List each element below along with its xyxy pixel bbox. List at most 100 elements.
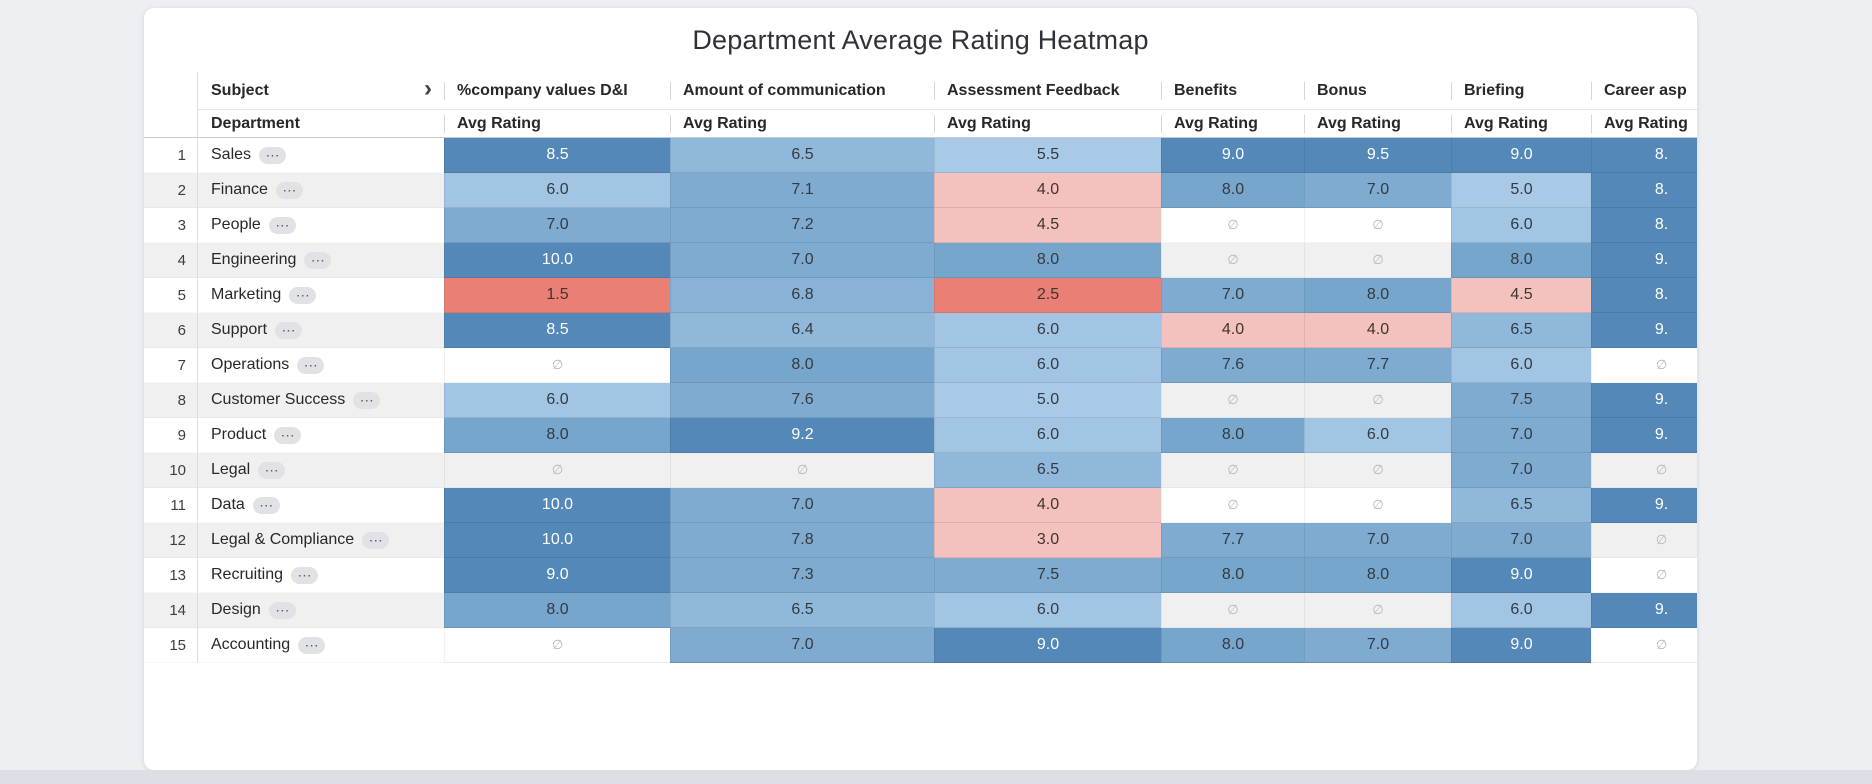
row-number[interactable]: 9 bbox=[144, 418, 197, 453]
row-number[interactable]: 1 bbox=[144, 138, 197, 173]
rating-cell[interactable]: 7.0 bbox=[1304, 523, 1451, 558]
rating-cell[interactable]: 7.0 bbox=[1304, 628, 1451, 663]
row-number[interactable]: 14 bbox=[144, 593, 197, 628]
department-cell[interactable]: Marketing ⋯ bbox=[197, 278, 444, 313]
rating-cell[interactable]: 5.5 bbox=[934, 138, 1161, 173]
rating-cell[interactable]: 8.5 bbox=[444, 313, 670, 348]
rating-cell[interactable]: 6.0 bbox=[1451, 348, 1591, 383]
rating-cell[interactable]: 9. bbox=[1591, 418, 1697, 453]
more-menu-pill[interactable]: ⋯ bbox=[362, 531, 390, 549]
rating-cell[interactable]: 6.8 bbox=[670, 278, 934, 313]
rating-cell[interactable]: 9.0 bbox=[444, 558, 670, 593]
rating-cell[interactable]: 8.0 bbox=[444, 418, 670, 453]
avg-rating-header-2[interactable]: Avg Rating bbox=[934, 110, 1161, 138]
more-menu-pill[interactable]: ⋯ bbox=[304, 251, 332, 269]
department-cell[interactable]: Accounting ⋯ bbox=[197, 628, 444, 663]
rating-cell[interactable]: 7.0 bbox=[1304, 173, 1451, 208]
rating-cell[interactable]: ∅ bbox=[1304, 488, 1451, 523]
department-cell[interactable]: Design ⋯ bbox=[197, 593, 444, 628]
rating-cell[interactable]: 8.0 bbox=[1161, 418, 1304, 453]
rating-cell[interactable]: 7.6 bbox=[1161, 348, 1304, 383]
rating-cell[interactable]: ∅ bbox=[1591, 558, 1697, 593]
row-number[interactable]: 3 bbox=[144, 208, 197, 243]
department-header[interactable]: Department bbox=[144, 110, 444, 138]
rating-cell[interactable]: 4.5 bbox=[934, 208, 1161, 243]
more-menu-pill[interactable]: ⋯ bbox=[291, 566, 319, 584]
rating-cell[interactable]: 6.5 bbox=[1451, 313, 1591, 348]
rating-cell[interactable]: 10.0 bbox=[444, 243, 670, 278]
rating-cell[interactable]: 7.7 bbox=[1304, 348, 1451, 383]
rating-cell[interactable]: 8.0 bbox=[934, 243, 1161, 278]
department-cell[interactable]: Sales ⋯ bbox=[197, 138, 444, 173]
rating-cell[interactable]: 9.0 bbox=[1451, 138, 1591, 173]
row-number[interactable]: 7 bbox=[144, 348, 197, 383]
more-menu-pill[interactable]: ⋯ bbox=[268, 216, 296, 234]
rating-cell[interactable]: ∅ bbox=[1161, 383, 1304, 418]
rating-cell[interactable]: ∅ bbox=[670, 453, 934, 488]
rating-cell[interactable]: 4.0 bbox=[934, 488, 1161, 523]
more-menu-pill[interactable]: ⋯ bbox=[252, 496, 280, 514]
column-header-6[interactable]: Career asp bbox=[1591, 72, 1697, 110]
column-header-3[interactable]: Benefits bbox=[1161, 72, 1304, 110]
rating-cell[interactable]: 7.2 bbox=[670, 208, 934, 243]
rating-cell[interactable]: 3.0 bbox=[934, 523, 1161, 558]
rating-cell[interactable]: 6.0 bbox=[934, 593, 1161, 628]
rating-cell[interactable]: 6.5 bbox=[670, 593, 934, 628]
rating-cell[interactable]: 9. bbox=[1591, 488, 1697, 523]
rating-cell[interactable]: ∅ bbox=[444, 628, 670, 663]
rating-cell[interactable]: ∅ bbox=[1591, 628, 1697, 663]
department-cell[interactable]: Legal & Compliance ⋯ bbox=[197, 523, 444, 558]
department-cell[interactable]: People ⋯ bbox=[197, 208, 444, 243]
rating-cell[interactable]: 6.0 bbox=[1304, 418, 1451, 453]
column-header-5[interactable]: Briefing bbox=[1451, 72, 1591, 110]
rating-cell[interactable]: ∅ bbox=[1161, 488, 1304, 523]
rating-cell[interactable]: 6.5 bbox=[670, 138, 934, 173]
more-menu-pill[interactable]: ⋯ bbox=[275, 321, 303, 339]
rating-cell[interactable]: 2.5 bbox=[934, 278, 1161, 313]
rating-cell[interactable]: 7.5 bbox=[934, 558, 1161, 593]
rating-cell[interactable]: ∅ bbox=[1591, 348, 1697, 383]
rating-cell[interactable]: ∅ bbox=[1161, 208, 1304, 243]
more-menu-pill[interactable]: ⋯ bbox=[289, 286, 317, 304]
rating-cell[interactable]: ∅ bbox=[1161, 593, 1304, 628]
rating-cell[interactable]: 4.5 bbox=[1451, 278, 1591, 313]
rating-cell[interactable]: 7.7 bbox=[1161, 523, 1304, 558]
row-number[interactable]: 8 bbox=[144, 383, 197, 418]
rating-cell[interactable]: 7.1 bbox=[670, 173, 934, 208]
row-number[interactable]: 11 bbox=[144, 488, 197, 523]
avg-rating-header-4[interactable]: Avg Rating bbox=[1304, 110, 1451, 138]
rating-cell[interactable]: 6.0 bbox=[444, 383, 670, 418]
department-cell[interactable]: Support ⋯ bbox=[197, 313, 444, 348]
rating-cell[interactable]: 8.0 bbox=[1304, 278, 1451, 313]
rating-cell[interactable]: 6.4 bbox=[670, 313, 934, 348]
row-number[interactable]: 2 bbox=[144, 173, 197, 208]
more-menu-pill[interactable]: ⋯ bbox=[274, 426, 302, 444]
rating-cell[interactable]: 6.0 bbox=[934, 418, 1161, 453]
rating-cell[interactable]: 8.0 bbox=[444, 593, 670, 628]
rating-cell[interactable]: 4.0 bbox=[1161, 313, 1304, 348]
rating-cell[interactable]: 10.0 bbox=[444, 488, 670, 523]
department-cell[interactable]: Operations ⋯ bbox=[197, 348, 444, 383]
rating-cell[interactable]: ∅ bbox=[1304, 383, 1451, 418]
row-number[interactable]: 4 bbox=[144, 243, 197, 278]
more-menu-pill[interactable]: ⋯ bbox=[353, 391, 381, 409]
rating-cell[interactable]: 7.0 bbox=[444, 208, 670, 243]
department-cell[interactable]: Engineering ⋯ bbox=[197, 243, 444, 278]
row-number[interactable]: 13 bbox=[144, 558, 197, 593]
avg-rating-header-6[interactable]: Avg Rating bbox=[1591, 110, 1697, 138]
column-header-0[interactable]: %company values D&I bbox=[444, 72, 670, 110]
rating-cell[interactable]: 9.5 bbox=[1304, 138, 1451, 173]
rating-cell[interactable]: 9.0 bbox=[1451, 558, 1591, 593]
rating-cell[interactable]: 8.0 bbox=[1304, 558, 1451, 593]
avg-rating-header-5[interactable]: Avg Rating bbox=[1451, 110, 1591, 138]
column-header-1[interactable]: Amount of communication bbox=[670, 72, 934, 110]
rating-cell[interactable]: 9.0 bbox=[1451, 628, 1591, 663]
rating-cell[interactable]: 6.0 bbox=[444, 173, 670, 208]
rating-cell[interactable]: 6.5 bbox=[1451, 488, 1591, 523]
column-header-2[interactable]: Assessment Feedback bbox=[934, 72, 1161, 110]
rating-cell[interactable]: 6.5 bbox=[934, 453, 1161, 488]
row-number[interactable]: 6 bbox=[144, 313, 197, 348]
rating-cell[interactable]: 7.0 bbox=[1451, 418, 1591, 453]
more-menu-pill[interactable]: ⋯ bbox=[268, 601, 296, 619]
row-number[interactable]: 10 bbox=[144, 453, 197, 488]
